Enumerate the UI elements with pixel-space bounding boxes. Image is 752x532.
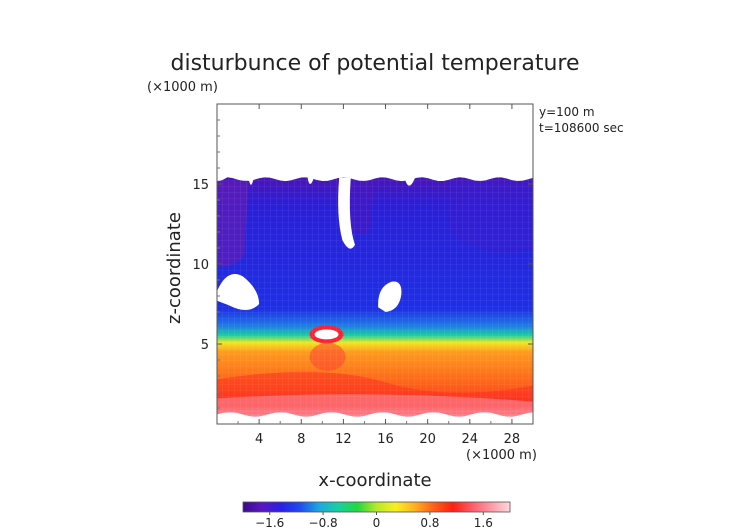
- y-axis-label: z-coordinate: [164, 212, 185, 324]
- annotation-t: t=108600 sec: [539, 121, 624, 135]
- x-tick-label: 20: [419, 432, 436, 447]
- colorbar: −1.6 −0.8 0 0.8 1.6: [242, 501, 511, 530]
- colorbar-tick-label: 0: [373, 516, 381, 530]
- x-tick-label: 16: [377, 432, 394, 447]
- z-scale-note: (×1000 m): [147, 80, 218, 95]
- field-layer: [217, 177, 533, 417]
- colorbar-strip: [242, 501, 511, 513]
- y-tick-label: 10: [192, 258, 209, 273]
- x-tick-label: 8: [297, 432, 305, 447]
- x-axis-label: x-coordinate: [318, 470, 431, 491]
- colorbar-tick-label: −0.8: [309, 516, 338, 530]
- x-tick-label: 28: [504, 432, 521, 447]
- y-tick-label: 5: [201, 338, 209, 353]
- y-tick-label: 15: [192, 178, 209, 193]
- x-scale-note: (×1000 m): [466, 448, 537, 463]
- annotation-y: y=100 m: [539, 105, 595, 119]
- x-tick-label: 12: [335, 432, 352, 447]
- x-tick-label: 24: [462, 432, 479, 447]
- colorbar-tick-label: −1.6: [255, 516, 284, 530]
- chart-title: disturbunce of potential temperature: [171, 51, 580, 76]
- colorbar-tick-label: 1.6: [474, 516, 493, 530]
- field-grid-overlay: [217, 177, 533, 417]
- colorbar-tick-label: 0.8: [420, 516, 439, 530]
- axes-layer: 4 8 12 16 20 24 28 5 10 15: [192, 104, 533, 447]
- x-tick-label: 4: [255, 432, 263, 447]
